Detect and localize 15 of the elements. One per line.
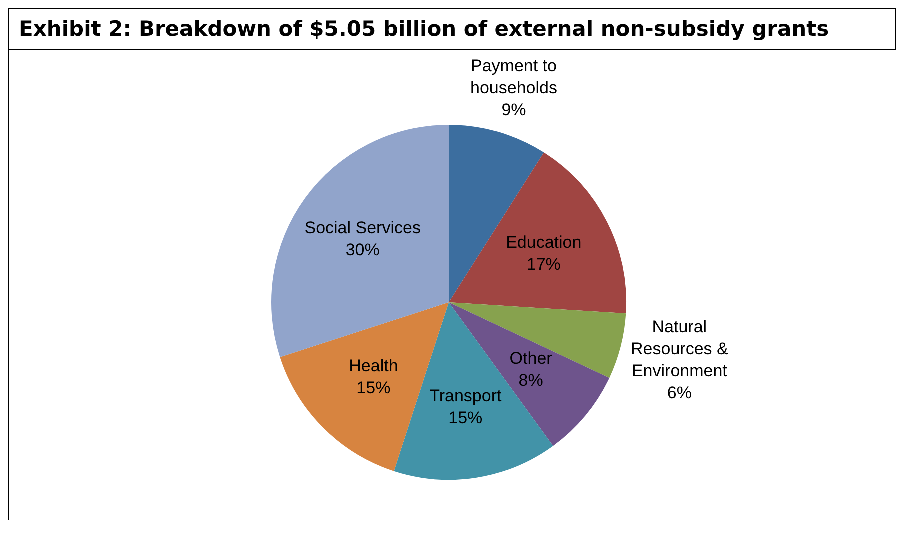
data-label: 8%	[518, 371, 544, 390]
chart-title: Exhibit 2: Breakdown of $5.05 billion of external non-subsidy grants	[8, 8, 896, 50]
slice-label: Health	[349, 356, 398, 376]
slice-label: Transport	[430, 386, 502, 406]
data-label: 6%	[667, 383, 692, 402]
slice-label: Other	[510, 349, 553, 368]
slice-label: Social Services	[304, 218, 421, 238]
data-label: 15%	[448, 408, 483, 428]
slice-label: Payment to households	[470, 56, 558, 98]
data-label: 9%	[502, 100, 526, 120]
slice-label: Natural Resources & Environment	[631, 317, 729, 380]
data-label: 15%	[356, 378, 391, 398]
slice-label: Education	[506, 232, 582, 252]
data-label: 30%	[346, 240, 380, 260]
data-label: 17%	[526, 254, 561, 274]
